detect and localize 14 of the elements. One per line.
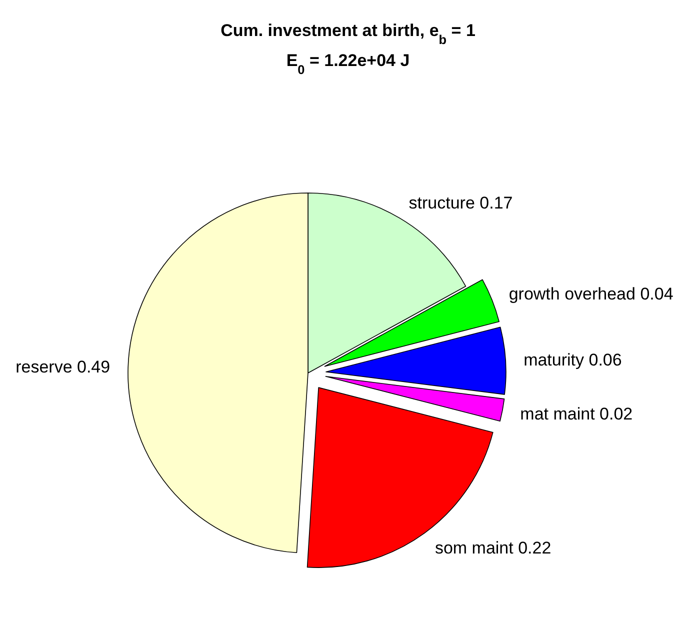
data-label: 0.06 xyxy=(588,350,622,370)
data-label: 0.22 xyxy=(518,538,552,558)
chart-subtitle: E$_{0}$ = 1.22e+04 J xyxy=(286,51,410,76)
slice-label: reserve xyxy=(16,358,72,377)
slice-label: growth overhead xyxy=(508,284,636,304)
chart-title: Cum. investment at birth, e$_{b}$ = 1 xyxy=(220,21,476,46)
slice-label: som maint xyxy=(434,538,514,558)
slice-label: mat maint xyxy=(520,404,596,424)
data-label: 0.17 xyxy=(480,194,513,213)
slice-label: maturity xyxy=(524,350,585,370)
data-label: 0.02 xyxy=(600,404,633,424)
data-label: 0.49 xyxy=(77,358,110,377)
slice-label: structure xyxy=(408,194,475,213)
data-label: 0.04 xyxy=(640,284,674,304)
